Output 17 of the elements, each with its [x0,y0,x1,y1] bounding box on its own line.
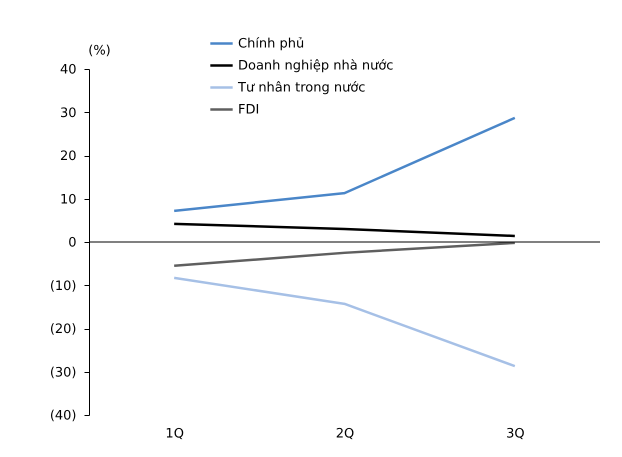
x-tick-label: 1Q [165,426,184,442]
legend-label: FDI [238,102,260,118]
y-tick-label: 20 [60,149,76,164]
y-tick-label: (40) [50,408,76,424]
y-tick-label: (30) [50,365,76,380]
y-tick-label: 30 [60,106,76,121]
x-tick-label: 3Q [506,426,525,442]
legend-label: Tư nhân trong nước [237,80,366,96]
y-tick-label: 0 [68,236,76,250]
legend-label: Chính phủ [238,36,304,52]
y-axis-title: (%) [88,44,111,58]
y-tick-label: 10 [60,192,76,208]
legend-label: Doanh nghiệp nhà nước [238,58,394,74]
y-tick-label: 40 [60,62,76,78]
y-tick-label: (10) [50,278,76,294]
x-tick-label: 2Q [336,426,354,442]
y-tick-label: (20) [50,322,76,337]
